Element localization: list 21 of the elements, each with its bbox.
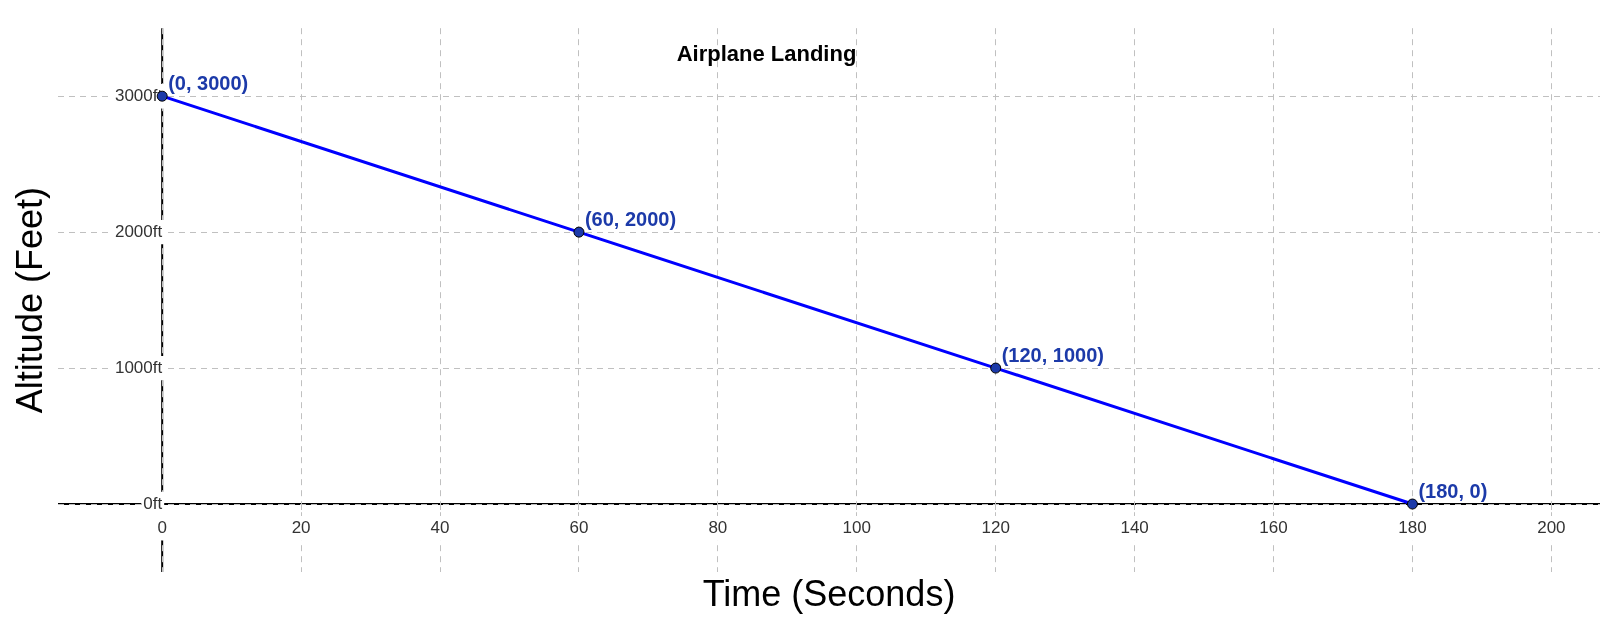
x-tick-label: 100 xyxy=(842,517,871,537)
x-tick-label: 180 xyxy=(1398,517,1427,537)
x-tick-label: 140 xyxy=(1120,517,1149,537)
annotation: (0, 3000) xyxy=(168,71,249,94)
x-axis-title: Time (Seconds) xyxy=(702,572,956,614)
x-tick-label: 80 xyxy=(708,517,728,537)
x-tick-label: 0 xyxy=(157,517,167,537)
x-tick-label: 200 xyxy=(1537,517,1566,537)
x-tick-label: 20 xyxy=(291,517,311,537)
annotation: (120, 1000) xyxy=(1001,343,1104,366)
y-tick-label: 0ft xyxy=(143,493,163,513)
x-tick-label: 160 xyxy=(1259,517,1288,537)
x-tick-label: 120 xyxy=(981,517,1010,537)
y-axis-title: Altitude (Feet) xyxy=(8,187,50,414)
y-tick-label: 1000ft xyxy=(114,357,163,377)
x-tick-label: 40 xyxy=(430,517,450,537)
annotation: (60, 2000) xyxy=(584,207,677,230)
y-tick-label: 2000ft xyxy=(114,221,163,241)
text: Airplane Landing xyxy=(676,41,857,67)
x-tick-label: 60 xyxy=(569,517,589,537)
annotation: (180, 0) xyxy=(1418,479,1488,502)
